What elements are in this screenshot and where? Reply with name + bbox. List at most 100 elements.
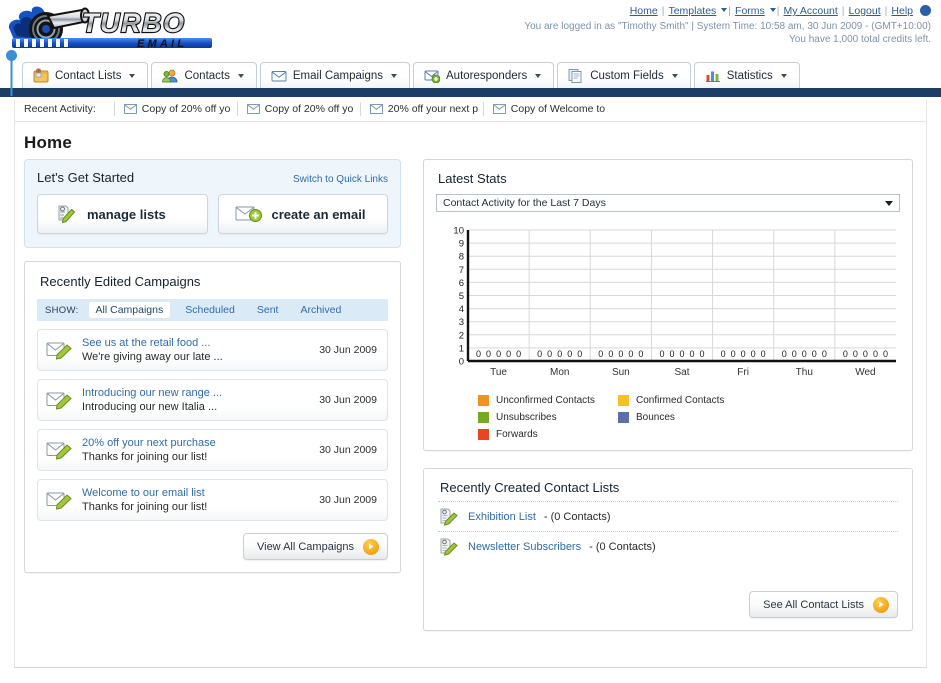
help-dot-icon[interactable] [920,5,931,16]
svg-text:0: 0 [853,349,858,359]
filter-sent[interactable]: Sent [256,304,279,316]
svg-text:Thu: Thu [796,367,813,378]
page-header: TURBO EMAIL Home | Templates | Forms | My Acco… [0,0,941,62]
pin-marker-icon [6,50,17,96]
campaign-row[interactable]: Welcome to our email list Thanks for joi… [37,479,388,521]
svg-text:0: 0 [679,349,684,359]
recent-activity-item[interactable]: 20% off your next p [359,102,483,116]
svg-text:4: 4 [459,304,464,315]
legend-item: Bounces [618,412,758,423]
create-email-icon [235,206,262,222]
recent-activity-item[interactable]: Copy of 20% off yo [236,102,360,116]
nav-item-email-campaigns[interactable]: Email Campaigns [259,62,410,88]
legend-label: Unsubscribes [496,412,557,423]
svg-text:9: 9 [459,239,464,250]
legend-swatch [478,429,489,440]
recent-activity-item-label: Copy of 20% off yo [264,103,354,115]
legend-swatch [478,412,489,423]
get-started-title: Let's Get Started [37,170,135,185]
svg-text:0: 0 [598,349,603,359]
nav-label: Email Campaigns [292,69,383,82]
create-email-button[interactable]: create an email [217,194,388,234]
chevron-down-icon [769,8,776,12]
switch-quick-links-link[interactable]: Switch to Quick Links [292,174,388,185]
campaign-row[interactable]: Introducing our new range ... Introducin… [37,379,388,421]
turbo-email-logo[interactable]: TURBO EMAIL [4,2,226,54]
chart-legend: Unconfirmed Contacts Confirmed Contacts … [478,395,878,440]
latest-stats-panel: Latest Stats Contact Activity for the La… [423,159,913,451]
envelope-icon [246,104,260,114]
contacts-icon [162,69,178,83]
page-title: Home [24,133,73,152]
contact-list-row[interactable]: Exhibition List - (0 Contacts) [438,501,898,531]
logo-wordmark: TURBO [82,8,186,38]
main-navigation: Contact Lists Contacts Email Campa [0,50,941,97]
contact-list-name[interactable]: Newsletter Subscribers [468,540,582,553]
campaign-edit-icon [46,342,72,360]
chevron-down-icon [535,73,542,78]
filter-scheduled[interactable]: Scheduled [185,304,235,316]
campaign-title: See us at the retail food ... [82,337,211,349]
contact-list-name[interactable]: Exhibition List [468,510,536,523]
svg-text:Tue: Tue [490,367,507,378]
svg-text:0: 0 [486,349,491,359]
contact-lists-title: Recently Created Contact Lists [440,480,620,495]
stats-range-select[interactable]: Contact Activity for the Last 7 Days [436,194,900,212]
page-bottom-divider [14,667,927,668]
svg-text:0: 0 [741,349,746,359]
header-link-help[interactable]: Help [891,5,913,17]
header-link-home[interactable]: Home [629,5,658,17]
login-status-text: You are logged in as "Timothy Smith" | S… [524,21,931,32]
svg-text:0: 0 [751,349,756,359]
custom-fields-icon [568,69,582,83]
contact-activity-chart: 0 1 2 3 4 5 6 7 8 9 10 0 0 0 0 0 Tue 0 0 0 0 0 Mon 0 0 0 0 0 Sun 0 0 0 0… [436,224,900,389]
campaign-filter-bar: SHOW: All Campaigns Scheduled Sent Archi… [37,299,388,321]
campaign-row[interactable]: See us at the retail food ... We're givi… [37,329,388,371]
chevron-down-icon [885,201,893,206]
header-link-my-account[interactable]: My Account [783,5,838,17]
svg-text:0: 0 [843,349,848,359]
show-label: SHOW: [45,304,79,316]
header-link-templates[interactable]: Templates [668,5,717,17]
svg-text:0: 0 [567,349,572,359]
header-link-forms[interactable]: Forms [735,5,765,17]
see-all-contact-lists-button[interactable]: See All Contact Lists [749,591,898,618]
campaign-desc: We're giving away our late ... [82,351,223,363]
nav-item-contact-lists[interactable]: Contact Lists [22,62,149,88]
chevron-down-icon [129,73,136,78]
filter-archived[interactable]: Archived [300,304,342,316]
campaign-edit-icon [46,492,72,510]
nav-item-statistics[interactable]: Statistics [693,62,800,88]
filter-all-campaigns[interactable]: All Campaigns [88,302,171,318]
view-all-campaigns-button[interactable]: View All Campaigns [242,533,388,560]
svg-text:0: 0 [608,349,613,359]
header-link-logout[interactable]: Logout [848,5,881,17]
svg-text:Sat: Sat [674,367,689,378]
logo-subword: EMAIL [137,38,187,50]
contact-list-count: - (0 Contacts) [589,540,656,553]
svg-text:0: 0 [822,349,827,359]
left-column: Let's Get Started Switch to Quick Links … [24,159,401,631]
recently-created-contact-lists-panel: Recently Created Contact Lists Exhibitio… [423,468,913,631]
svg-text:0: 0 [700,349,705,359]
recent-activity-label: Recent Activity: [24,103,96,115]
content-left-border [14,100,15,668]
recent-activity-item[interactable]: Copy of 20% off yo [113,102,237,116]
nav-label: Contact Lists [55,69,122,82]
recent-activity-item[interactable]: Copy of Welcome to [482,102,606,116]
svg-text:8: 8 [459,252,464,263]
nav-item-autoresponders[interactable]: Autoresponders [413,62,555,88]
campaign-edit-icon [46,442,72,460]
chevron-down-icon [237,73,244,78]
svg-text:Wed: Wed [855,367,875,378]
contact-list-row[interactable]: Newsletter Subscribers - (0 Contacts) [438,531,898,561]
nav-item-custom-fields[interactable]: Custom Fields [557,62,691,88]
nav-item-contacts[interactable]: Contacts [151,62,257,88]
svg-text:0: 0 [721,349,726,359]
manage-lists-button[interactable]: manage lists [37,194,208,234]
svg-text:0: 0 [459,357,464,368]
campaign-title: Introducing our new range ... [82,387,223,399]
header-status: You are logged in as "Timothy Smith" | S… [524,20,931,46]
svg-text:Fri: Fri [737,367,749,378]
campaign-row[interactable]: 20% off your next purchase Thanks for jo… [37,429,388,471]
